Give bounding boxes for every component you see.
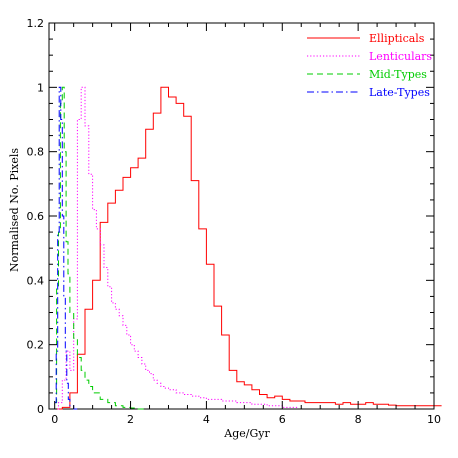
legend-label: Lenticulars [369,50,432,63]
y-tick-label: 0.2 [27,339,45,352]
x-tick-label: 8 [355,413,362,426]
series-late-types-line [54,86,78,410]
legend-label: Mid-Types [369,68,427,81]
y-tick-label: 0.8 [27,146,45,159]
y-axis-title: Normalised No. Pixels [8,148,21,272]
series-lenticulars-line [54,86,298,410]
series-ellipticals-line [54,86,442,410]
y-tick-label: 1.2 [27,17,45,30]
legend-label: Late-Types [369,86,430,99]
legend: Ellipticals Lenticulars Mid-Types Late-Type… [307,32,432,99]
x-tick-label: 0 [51,413,58,426]
x-tick-label: 2 [127,413,134,426]
y-tick-label: 0.6 [27,210,45,223]
x-tick-label: 10 [427,413,441,426]
y-tick-label: 1 [37,81,44,94]
x-axis-title: Age/Gyr [223,427,270,440]
y-tick-label: 0 [37,403,44,416]
y-tick-label: 0.4 [27,274,45,287]
x-tick-label: 6 [279,413,286,426]
legend-label: Ellipticals [369,32,425,45]
x-tick-label: 4 [203,413,210,426]
series-mid-types-line [54,86,146,410]
